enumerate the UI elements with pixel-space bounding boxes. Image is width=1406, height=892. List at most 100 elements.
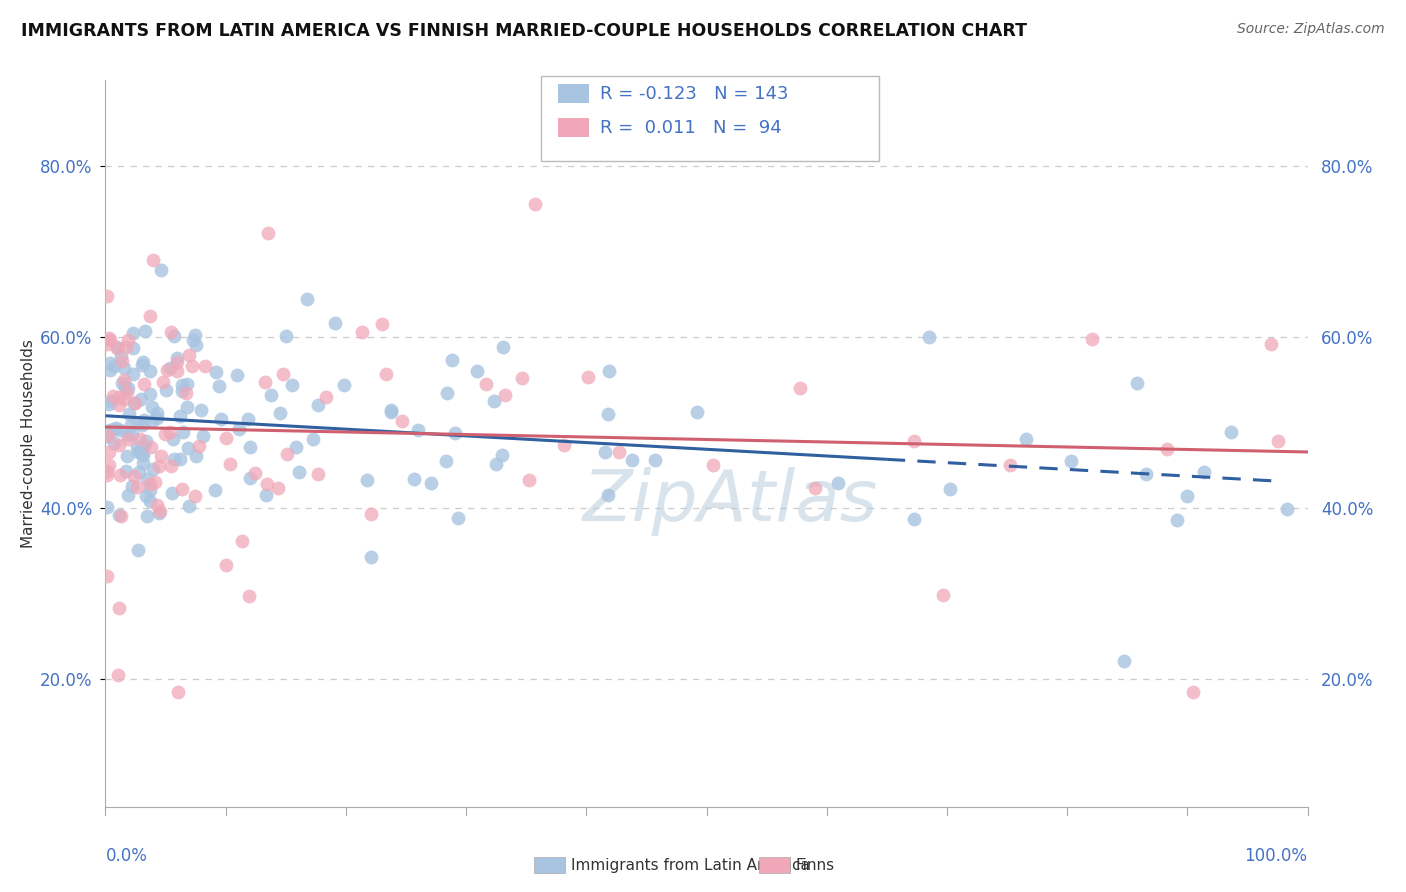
Point [827,476,849,491]
Point [256,227,278,241]
Point [621,453,644,467]
Point [1192,465,1215,479]
Point [350,326,373,340]
Point [100,394,122,409]
Point [141,414,163,428]
Point [103,422,125,436]
Point [97,397,120,411]
Point [142,462,165,476]
Point [98,363,121,377]
Text: 0.0%: 0.0% [105,847,148,865]
Point [148,458,170,473]
Point [607,445,630,459]
Point [105,421,128,435]
Point [97,429,120,443]
Point [177,441,200,455]
Point [108,423,131,437]
Point [98,458,121,473]
Point [183,334,205,348]
Point [485,457,508,471]
Point [239,471,262,485]
Point [117,488,139,502]
Point [122,341,145,355]
Point [112,360,135,375]
Point [141,400,163,414]
Point [131,447,153,461]
Point [159,361,181,376]
Point [356,473,378,487]
Point [166,685,188,699]
Point [108,398,131,412]
Text: Source: ZipAtlas.com: Source: ZipAtlas.com [1237,22,1385,37]
Point [205,365,228,379]
Point [124,395,146,409]
Point [96,464,118,478]
Point [295,292,318,306]
Point [374,368,396,382]
Point [219,457,242,471]
Text: Finns: Finns [796,858,835,872]
Point [170,384,193,398]
Point [98,423,121,437]
Point [115,464,138,478]
Point [112,373,135,387]
Point [1125,376,1147,390]
Point [134,324,156,338]
Point [1260,337,1282,351]
Point [939,483,962,497]
Point [120,417,142,432]
Point [115,340,138,354]
Point [105,341,128,355]
Point [1175,489,1198,503]
Point [236,412,259,426]
Point [139,494,162,508]
Point [380,404,402,418]
Point [128,432,150,446]
Point [117,381,139,395]
Point [121,479,143,493]
Point [420,476,443,491]
Point [96,337,118,351]
Point [440,353,463,368]
Point [127,416,149,430]
Point [1275,502,1298,516]
Point [434,454,457,468]
Point [110,509,132,524]
Y-axis label: Married-couple Households: Married-couple Households [21,339,37,549]
Point [139,387,162,401]
Point [177,347,200,361]
Point [114,380,136,394]
Point [391,415,413,429]
Point [256,477,278,491]
Point [576,370,599,384]
Point [112,392,135,406]
Point [96,289,118,303]
Point [118,408,141,422]
Text: ZipAtlas: ZipAtlas [583,467,879,536]
Point [333,377,356,392]
Point [97,445,120,459]
Point [170,377,193,392]
Text: R = -0.123   N = 143: R = -0.123 N = 143 [600,85,789,103]
Point [139,364,162,378]
Point [108,468,131,483]
Point [243,466,266,480]
Point [285,440,308,454]
Point [122,367,145,381]
Point [96,468,118,483]
Point [998,458,1021,472]
Point [231,533,253,548]
Point [135,489,157,503]
Point [686,405,709,419]
Point [323,316,346,330]
Text: 100.0%: 100.0% [1244,847,1308,865]
Point [254,488,277,502]
Point [596,407,619,421]
Point [107,340,129,354]
Point [100,333,122,347]
Point [143,475,166,490]
Point [176,377,198,392]
Point [254,376,277,390]
Point [1220,425,1243,440]
Point [307,398,329,412]
